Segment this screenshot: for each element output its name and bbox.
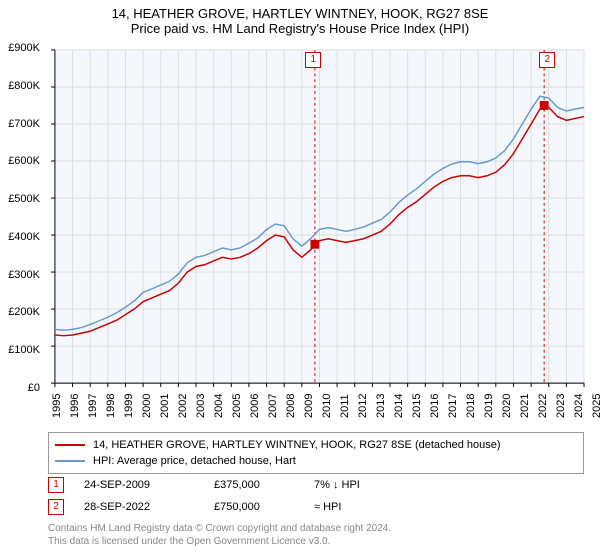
legend-swatch (55, 444, 85, 446)
x-tick-label: 1997 (87, 394, 99, 418)
chart-marker-badge: 1 (305, 52, 321, 68)
sale-date: 28-SEP-2022 (84, 501, 214, 513)
x-tick-label: 1995 (51, 394, 63, 418)
x-tick-label: 2015 (411, 394, 423, 418)
sale-diff-vs-hpi: 7% ↓ HPI (314, 479, 414, 491)
x-tick-label: 2020 (501, 394, 513, 418)
x-tick-label: 2014 (393, 394, 405, 418)
x-tick-label: 2019 (483, 394, 495, 418)
sale-diff-vs-hpi: ≈ HPI (314, 501, 414, 513)
sale-marker-badge: 1 (48, 477, 64, 493)
y-tick-label: £800K (8, 80, 40, 92)
x-tick-label: 2010 (321, 394, 333, 418)
sale-price: £750,000 (214, 501, 314, 513)
x-tick-label: 2005 (231, 394, 243, 418)
sale-date: 24-SEP-2009 (84, 479, 214, 491)
x-tick-label: 2008 (285, 394, 297, 418)
x-tick-label: 1996 (69, 394, 81, 418)
chart-title-line2: Price paid vs. HM Land Registry's House … (0, 21, 600, 36)
sale-marker-badge: 2 (48, 499, 64, 515)
x-tick-label: 2016 (429, 394, 441, 418)
x-tick-label: 2003 (195, 394, 207, 418)
chart-title-block: 14, HEATHER GROVE, HARTLEY WINTNEY, HOOK… (0, 0, 600, 36)
legend-row: 14, HEATHER GROVE, HARTLEY WINTNEY, HOOK… (55, 437, 577, 453)
y-tick-label: £0 (28, 382, 40, 394)
y-tick-label: £100K (8, 344, 40, 356)
legend-label: 14, HEATHER GROVE, HARTLEY WINTNEY, HOOK… (93, 439, 501, 451)
x-tick-label: 2004 (213, 394, 225, 418)
footer-line2: This data is licensed under the Open Gov… (48, 535, 391, 548)
y-tick-label: £200K (8, 306, 40, 318)
y-tick-label: £900K (8, 42, 40, 54)
x-tick-label: 2022 (537, 394, 549, 418)
x-tick-label: 2002 (177, 394, 189, 418)
x-tick-label: 2012 (357, 394, 369, 418)
legend-swatch (55, 460, 85, 462)
sale-marker-row: 2 28-SEP-2022£750,000≈ HPI (48, 496, 584, 518)
chart-svg (48, 48, 588, 388)
y-tick-label: £400K (8, 231, 40, 243)
y-tick-label: £500K (8, 193, 40, 205)
x-tick-label: 2006 (249, 394, 261, 418)
x-tick-label: 2023 (555, 394, 567, 418)
y-tick-label: £700K (8, 118, 40, 130)
x-tick-label: 2024 (573, 394, 585, 418)
x-tick-label: 2001 (159, 394, 171, 418)
chart-marker-badge: 2 (539, 52, 555, 68)
sale-markers-block: 1 24-SEP-2009£375,0007% ↓ HPI 2 28-SEP-2022… (48, 474, 584, 518)
x-axis-labels: 1995 1996 1997 1998 1999 2000 2001 2002 2003 2004… (48, 390, 588, 430)
x-tick-label: 2018 (465, 394, 477, 418)
legend-row: HPI: Average price, detached house, Hart (55, 453, 577, 469)
x-tick-label: 2000 (141, 394, 153, 418)
footer-attribution: Contains HM Land Registry data © Crown c… (48, 522, 391, 548)
chart-title-line1: 14, HEATHER GROVE, HARTLEY WINTNEY, HOOK… (0, 6, 600, 21)
y-axis-labels: £0£100K£200K£300K£400K£500K£600K£700K£80… (0, 48, 44, 388)
y-tick-label: £300K (8, 269, 40, 281)
x-tick-label: 2011 (339, 394, 351, 418)
sale-price: £375,000 (214, 479, 314, 491)
x-tick-label: 1998 (105, 394, 117, 418)
x-tick-label: 2009 (303, 394, 315, 418)
chart-plot-area: 12 (48, 48, 588, 388)
legend-label: HPI: Average price, detached house, Hart (93, 455, 296, 467)
footer-line1: Contains HM Land Registry data © Crown c… (48, 522, 391, 535)
legend-box: 14, HEATHER GROVE, HARTLEY WINTNEY, HOOK… (48, 432, 584, 474)
x-tick-label: 2007 (267, 394, 279, 418)
x-tick-label: 1999 (123, 394, 135, 418)
x-tick-label: 2025 (591, 394, 600, 418)
x-tick-label: 2013 (375, 394, 387, 418)
y-tick-label: £600K (8, 155, 40, 167)
x-tick-label: 2021 (519, 394, 531, 418)
sale-marker-row: 1 24-SEP-2009£375,0007% ↓ HPI (48, 474, 584, 496)
x-tick-label: 2017 (447, 394, 459, 418)
